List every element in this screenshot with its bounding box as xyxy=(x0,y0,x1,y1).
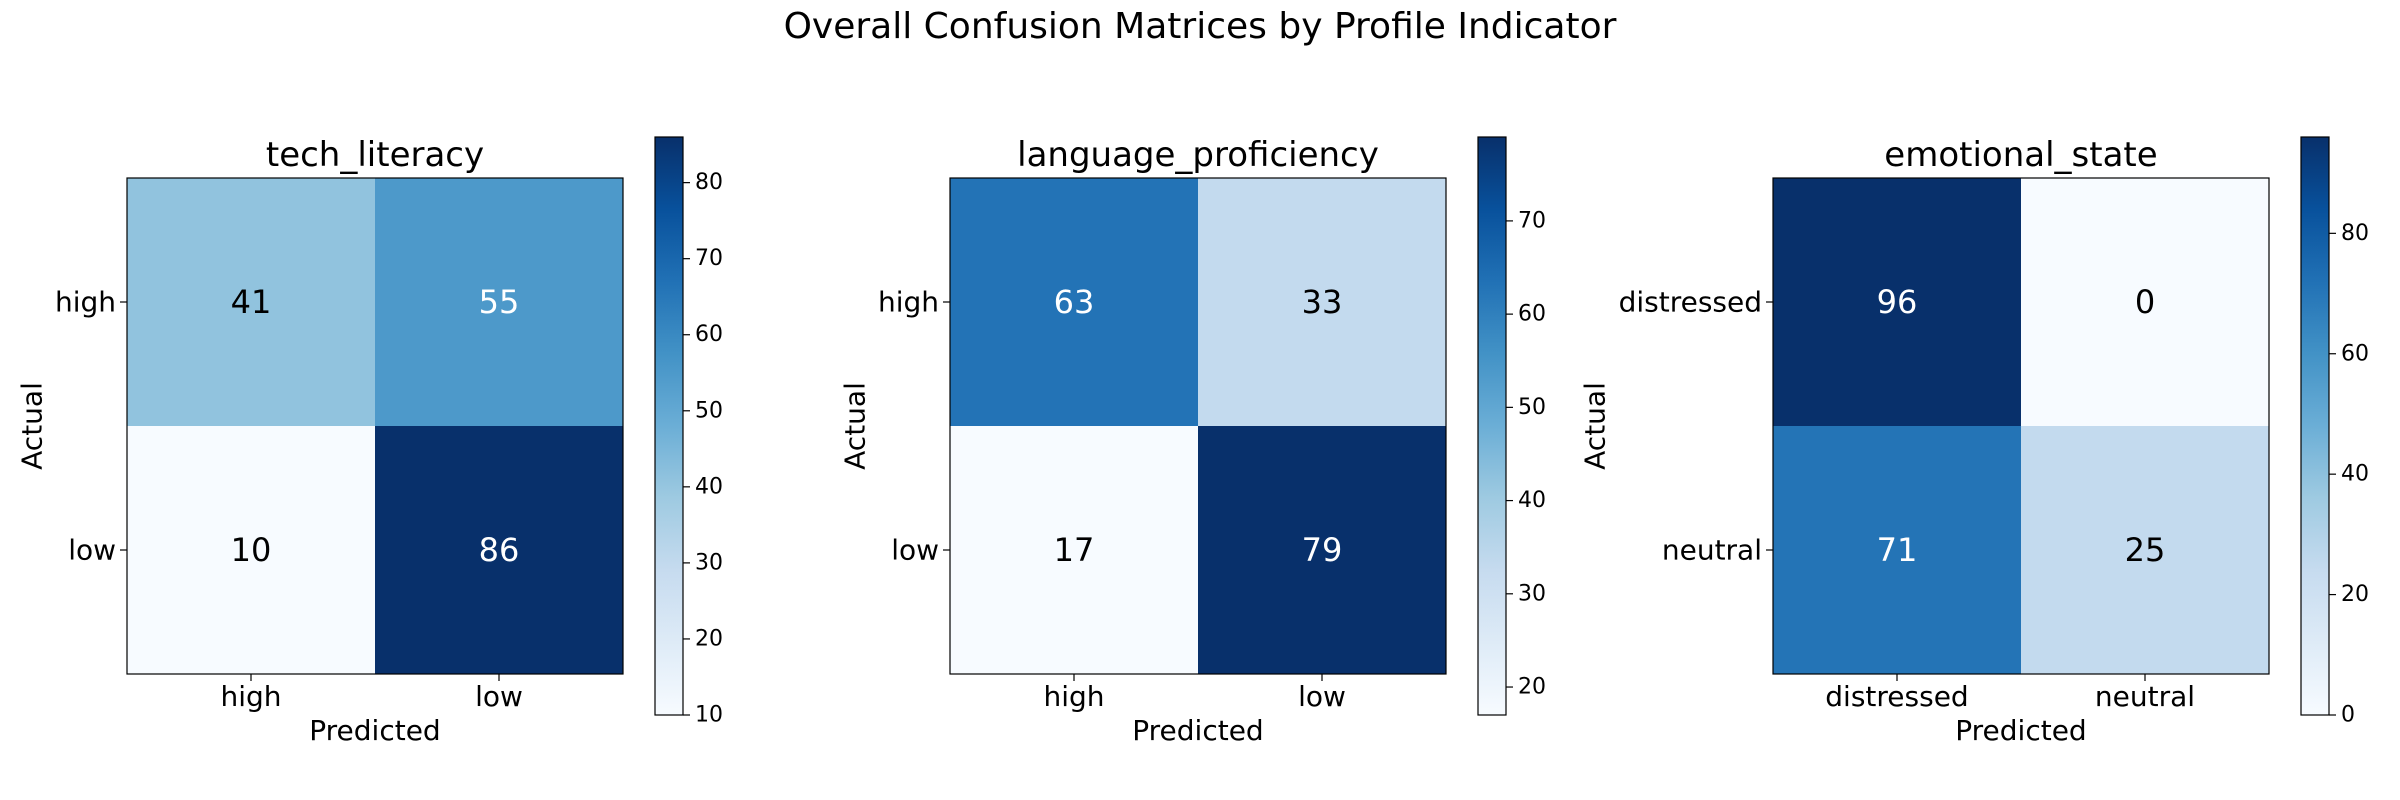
cell-value-label: 55 xyxy=(479,283,520,321)
y-axis-label: Actual xyxy=(839,382,872,470)
y-tick-label: neutral xyxy=(1662,534,1762,567)
x-tick-label: distressed xyxy=(1825,680,1968,713)
matrix-cell xyxy=(2021,426,2269,674)
colorbar-tick-label: 70 xyxy=(1518,208,1546,233)
x-axis-label: Predicted xyxy=(1132,714,1263,747)
cell-value-label: 33 xyxy=(1302,283,1343,321)
colorbar-tick-label: 60 xyxy=(1518,302,1546,327)
colorbar-tick-label: 20 xyxy=(2341,582,2369,607)
colorbar-tick-label: 0 xyxy=(2341,703,2355,728)
x-tick-label: low xyxy=(1298,680,1346,713)
cell-value-label: 96 xyxy=(1877,283,1918,321)
colorbar-tick-label: 30 xyxy=(695,550,723,575)
cell-value-label: 41 xyxy=(231,283,272,321)
subplot-title: language_proficiency xyxy=(1017,135,1379,175)
y-axis-label: Actual xyxy=(16,382,49,470)
matrix-frame xyxy=(126,177,624,675)
colorbar-tick-label: 20 xyxy=(1518,675,1546,700)
colorbar-tick-label: 80 xyxy=(2341,221,2369,246)
cell-value-label: 63 xyxy=(1054,283,1095,321)
y-tick-label: low xyxy=(68,534,116,567)
x-tick-label: high xyxy=(1043,680,1104,713)
x-tick-label: low xyxy=(475,680,523,713)
matrix-cell xyxy=(127,426,375,674)
colorbar-tick-label: 60 xyxy=(695,322,723,347)
matrix-cell xyxy=(1198,426,1446,674)
matrix-cell xyxy=(950,178,1198,426)
matrix-cell xyxy=(127,178,375,426)
cell-value-label: 86 xyxy=(479,531,520,569)
cell-value-label: 25 xyxy=(2125,531,2166,569)
matrix-cell xyxy=(950,426,1198,674)
x-tick-label: neutral xyxy=(2095,680,2195,713)
colorbar-tick-label: 50 xyxy=(1518,395,1546,420)
matrix-frame xyxy=(949,177,1447,675)
cell-value-label: 71 xyxy=(1877,531,1918,569)
y-tick-label: low xyxy=(891,534,939,567)
matrix-cell xyxy=(375,426,623,674)
colorbar-tick-label: 10 xyxy=(695,703,723,728)
matrix-cell xyxy=(1773,178,2021,426)
matrix-cell xyxy=(1773,426,2021,674)
colorbar xyxy=(654,136,684,716)
x-axis-label: Predicted xyxy=(309,714,440,747)
colorbar-tick-label: 70 xyxy=(695,246,723,271)
colorbar-tick-label: 40 xyxy=(1518,488,1546,513)
matrix-frame xyxy=(1772,177,2270,675)
colorbar-tick-label: 30 xyxy=(1518,581,1546,606)
subplot-title: emotional_state xyxy=(1884,135,2157,175)
cell-value-label: 10 xyxy=(231,531,272,569)
colorbar-tick-label: 50 xyxy=(695,398,723,423)
colorbar-tick-label: 80 xyxy=(695,170,723,195)
colorbar-tick-label: 20 xyxy=(695,626,723,651)
figure-title: Overall Confusion Matrices by Profile In… xyxy=(783,6,1617,47)
y-tick-label: high xyxy=(55,286,116,319)
cell-value-label: 0 xyxy=(2135,283,2155,321)
colorbar xyxy=(2300,136,2330,716)
colorbar-tick-label: 40 xyxy=(2341,462,2369,487)
cell-value-label: 79 xyxy=(1302,531,1343,569)
y-axis-label: Actual xyxy=(1579,382,1612,470)
y-tick-label: distressed xyxy=(1619,286,1762,319)
colorbar-tick-label: 60 xyxy=(2341,341,2369,366)
cell-value-label: 17 xyxy=(1054,531,1095,569)
y-tick-label: high xyxy=(878,286,939,319)
colorbar xyxy=(1477,136,1507,716)
subplot-title: tech_literacy xyxy=(266,135,484,175)
x-tick-label: high xyxy=(220,680,281,713)
matrix-cell xyxy=(375,178,623,426)
matrix-cell xyxy=(2021,178,2269,426)
matrix-cell xyxy=(1198,178,1446,426)
x-axis-label: Predicted xyxy=(1955,714,2086,747)
colorbar-tick-label: 40 xyxy=(695,474,723,499)
